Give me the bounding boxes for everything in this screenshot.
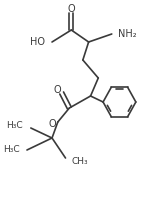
- Text: O: O: [54, 85, 62, 95]
- Text: H₃C: H₃C: [3, 145, 19, 154]
- Text: O: O: [67, 4, 75, 14]
- Text: HO: HO: [30, 37, 45, 47]
- Text: NH₂: NH₂: [118, 29, 137, 39]
- Text: O: O: [48, 119, 56, 129]
- Text: CH₃: CH₃: [71, 157, 88, 166]
- Text: H₃C: H₃C: [6, 122, 23, 131]
